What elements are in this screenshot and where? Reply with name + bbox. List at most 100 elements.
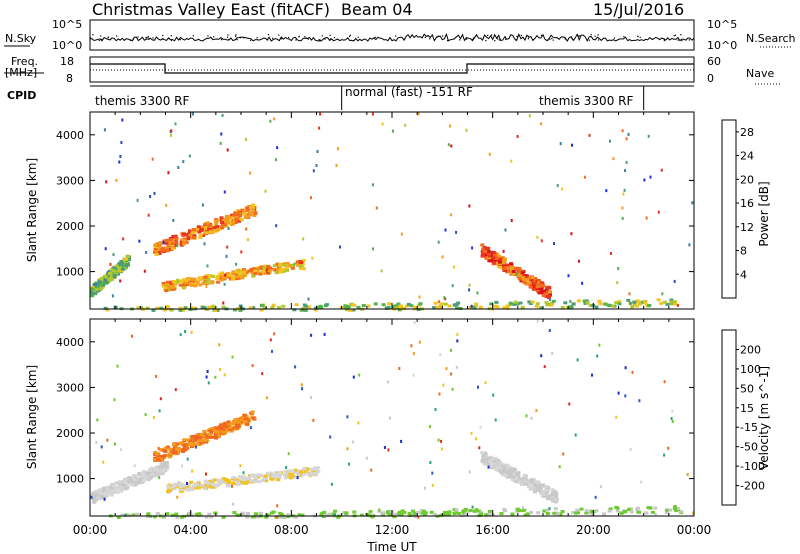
- heatmap-cell: [198, 436, 203, 440]
- heatmap-cell: [207, 305, 212, 309]
- heatmap-cell: [241, 212, 246, 216]
- heatmap-cell: [93, 282, 98, 286]
- heatmap-cell: [167, 171, 170, 175]
- nsearch-point: [319, 39, 321, 41]
- heatmap-cell: [622, 510, 627, 513]
- heatmap-cell: [128, 479, 133, 483]
- heatmap-cell: [505, 270, 510, 274]
- heatmap-cell: [265, 471, 270, 475]
- heatmap-cell: [215, 225, 220, 229]
- nsearch-point: [116, 35, 118, 37]
- heatmap-cell: [673, 279, 676, 283]
- power-axes: 1000 2000 3000 4000: [56, 112, 695, 309]
- heatmap-cell: [205, 435, 210, 439]
- heatmap-cell: [356, 305, 361, 309]
- heatmap-cell: [241, 512, 246, 516]
- heatmap-cell: [547, 294, 551, 298]
- heatmap-cell: [265, 474, 270, 478]
- heatmap-cell: [242, 209, 247, 213]
- heatmap-cell: [115, 264, 120, 268]
- heatmap-cell: [182, 232, 186, 236]
- nsearch-point: [148, 38, 150, 40]
- heatmap-cell: [670, 417, 673, 420]
- heatmap-cell: [235, 275, 240, 279]
- heatmap-cell: [219, 271, 224, 275]
- heatmap-cell: [614, 301, 619, 304]
- heatmap-cell: [470, 431, 473, 435]
- heatmap-cell: [145, 251, 148, 254]
- heatmap-cell: [105, 180, 108, 184]
- heatmap-cell: [575, 508, 580, 512]
- heatmap-cell: [541, 294, 546, 297]
- heatmap-cell: [490, 251, 494, 255]
- heatmap-cell: [98, 495, 103, 499]
- heatmap-cell: [547, 286, 552, 290]
- heatmap-cell: [443, 513, 448, 517]
- heatmap-cell: [516, 135, 519, 138]
- heatmap-cell: [545, 508, 550, 512]
- heatmap-cell: [367, 513, 372, 517]
- nave-label: Nave: [746, 67, 774, 80]
- heatmap-cell: [522, 476, 527, 480]
- heatmap-cell: [203, 242, 206, 246]
- heatmap-cell: [178, 441, 183, 445]
- heatmap-cell: [550, 495, 554, 499]
- heatmap-cell: [219, 216, 224, 220]
- heatmap-cell: [243, 420, 248, 424]
- heatmap-cell: [676, 303, 679, 307]
- heatmap-cell: [295, 469, 300, 473]
- heatmap-cell: [293, 515, 298, 519]
- heatmap-cell: [370, 468, 373, 472]
- heatmap-cell: [517, 267, 522, 271]
- heatmap-cell: [518, 301, 523, 305]
- heatmap-cell: [537, 484, 542, 488]
- heatmap-cell: [105, 487, 110, 491]
- nsearch-point: [485, 40, 487, 42]
- heatmap-cell: [179, 240, 184, 244]
- heatmap-cell: [286, 515, 291, 519]
- heatmap-cell: [161, 455, 166, 458]
- heatmap-cell: [175, 280, 180, 284]
- heatmap-cell: [100, 445, 103, 449]
- heatmap-cell: [310, 396, 312, 399]
- heatmap-cell: [128, 477, 133, 481]
- heatmap-cell: [443, 511, 447, 514]
- nsearch-point: [639, 36, 641, 38]
- heatmap-cell: [242, 413, 247, 417]
- heatmap-cell: [120, 513, 125, 517]
- nsearch-point: [681, 40, 683, 42]
- heatmap-cell: [462, 511, 466, 515]
- heatmap-cell: [552, 511, 557, 515]
- heatmap-cell: [221, 113, 224, 117]
- heatmap-cell: [174, 388, 177, 392]
- heatmap-cell: [413, 511, 418, 515]
- heatmap-cell: [115, 178, 118, 182]
- heatmap-cell: [244, 206, 249, 210]
- heatmap-cell: [508, 301, 513, 305]
- heatmap-cell: [484, 513, 489, 517]
- heatmap-cell: [156, 246, 161, 250]
- heatmap-cell: [498, 257, 503, 261]
- heatmap-cell: [103, 128, 106, 132]
- heatmap-cell: [437, 438, 440, 442]
- heatmap-cell: [296, 476, 299, 480]
- heatmap-cell: [122, 480, 127, 484]
- colorbar-tick-label: 8: [740, 245, 747, 258]
- heatmap-cell: [439, 304, 443, 308]
- heatmap-cell: [165, 280, 170, 284]
- heatmap-cell: [154, 253, 159, 256]
- heatmap-cell: [167, 285, 172, 289]
- heatmap-cell: [539, 492, 544, 495]
- nsearch-point: [637, 35, 639, 37]
- heatmap-cell: [209, 515, 214, 519]
- heatmap-cell: [500, 256, 505, 260]
- heatmap-cell: [255, 473, 260, 477]
- heatmap-cell: [492, 513, 495, 517]
- heatmap-cell: [368, 510, 373, 514]
- heatmap-cell: [227, 273, 232, 277]
- heatmap-cell: [195, 445, 198, 449]
- freq-label-1: Freq.: [11, 55, 38, 68]
- heatmap-cell: [292, 475, 297, 479]
- heatmap-cell: [345, 306, 350, 310]
- heatmap-cell: [563, 301, 568, 305]
